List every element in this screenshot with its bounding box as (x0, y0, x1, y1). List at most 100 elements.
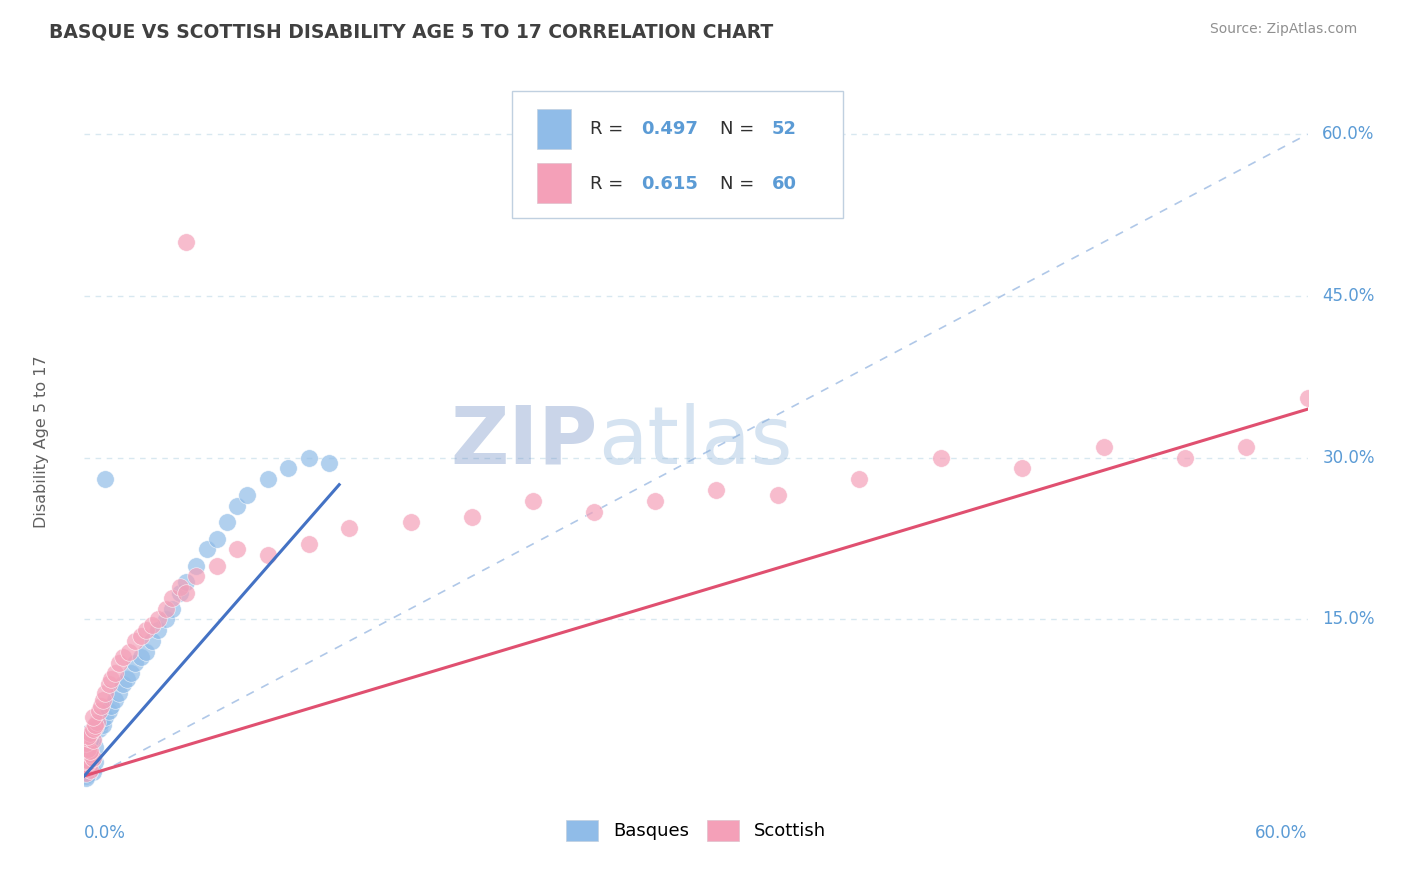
Point (583, 505, 606, 519)
Point (644, 493, 666, 508)
Point (155, 601, 177, 615)
Point (75, 737, 97, 751)
Legend: Basques, Scottish: Basques, Scottish (558, 813, 834, 848)
Point (236, 488, 259, 502)
Point (100, 672, 122, 686)
Point (77, 744, 100, 758)
Point (91, 693, 114, 707)
Point (77, 731, 100, 745)
Point (82, 723, 104, 737)
Point (1092, 440, 1115, 454)
Point (75, 765, 97, 780)
Point (75, 764, 97, 778)
Point (169, 585, 191, 599)
Point (169, 580, 191, 594)
Point (108, 686, 131, 700)
FancyBboxPatch shape (537, 163, 571, 203)
Point (97, 704, 120, 718)
Point (77, 755, 100, 769)
Point (83, 718, 105, 732)
Point (141, 634, 163, 648)
Point (79, 733, 101, 747)
Point (82, 764, 104, 779)
Point (318, 456, 340, 470)
Point (195, 542, 218, 557)
Text: R =: R = (589, 120, 628, 138)
Point (77, 761, 100, 775)
Point (86, 714, 108, 729)
Point (1236, 440, 1258, 454)
Point (205, 558, 228, 573)
Point (83, 755, 105, 769)
FancyBboxPatch shape (537, 109, 571, 149)
Point (75, 753, 97, 767)
Point (155, 612, 177, 626)
Point (146, 624, 169, 638)
Point (82, 731, 104, 745)
Text: BASQUE VS SCOTTISH DISABILITY AGE 5 TO 17 CORRELATION CHART: BASQUE VS SCOTTISH DISABILITY AGE 5 TO 1… (49, 22, 773, 41)
Point (131, 650, 153, 665)
Text: 52: 52 (772, 120, 797, 138)
Point (848, 472, 870, 486)
FancyBboxPatch shape (513, 91, 842, 218)
Text: R =: R = (589, 175, 628, 193)
Point (75, 769, 97, 783)
Point (87, 723, 110, 737)
Point (339, 521, 361, 535)
Point (97, 677, 120, 691)
Point (118, 645, 141, 659)
Point (186, 558, 208, 573)
Text: ZIP: ZIP (451, 402, 598, 481)
Point (160, 601, 183, 615)
Point (86, 720, 108, 734)
Point (174, 585, 197, 599)
Point (75, 742, 97, 756)
Point (124, 656, 146, 670)
Text: 60: 60 (772, 175, 797, 193)
Point (77, 765, 100, 780)
Point (1174, 450, 1197, 465)
Point (257, 548, 280, 562)
Point (146, 612, 169, 626)
Point (174, 574, 197, 589)
Point (135, 624, 157, 638)
Point (77, 766, 100, 780)
Point (135, 645, 157, 659)
Point (141, 618, 163, 632)
Point (257, 472, 280, 486)
Point (160, 591, 183, 605)
Point (226, 542, 249, 557)
Point (1011, 461, 1033, 475)
Point (93, 686, 115, 700)
Point (79, 761, 101, 775)
Point (83, 720, 105, 734)
Point (522, 493, 544, 508)
Text: Source: ZipAtlas.com: Source: ZipAtlas.com (1209, 22, 1357, 37)
Point (77, 729, 100, 743)
Point (217, 516, 239, 530)
Point (205, 532, 228, 546)
Point (108, 656, 131, 670)
Point (100, 698, 122, 713)
Point (277, 461, 299, 475)
Point (79, 747, 101, 762)
Point (298, 450, 321, 465)
Text: atlas: atlas (598, 402, 793, 481)
Point (82, 709, 104, 723)
Point (90, 698, 112, 713)
Point (79, 744, 101, 758)
Text: 30.0%: 30.0% (1322, 449, 1375, 467)
Text: N =: N = (720, 120, 761, 138)
Point (112, 650, 135, 665)
Point (461, 510, 484, 524)
Point (120, 666, 142, 681)
Point (115, 672, 138, 686)
Point (75, 729, 97, 743)
Text: 0.497: 0.497 (641, 120, 697, 138)
Point (77, 742, 100, 756)
Text: 45.0%: 45.0% (1322, 287, 1375, 305)
Point (83, 739, 105, 754)
Text: N =: N = (720, 175, 761, 193)
Point (104, 693, 127, 707)
Point (93, 709, 115, 723)
